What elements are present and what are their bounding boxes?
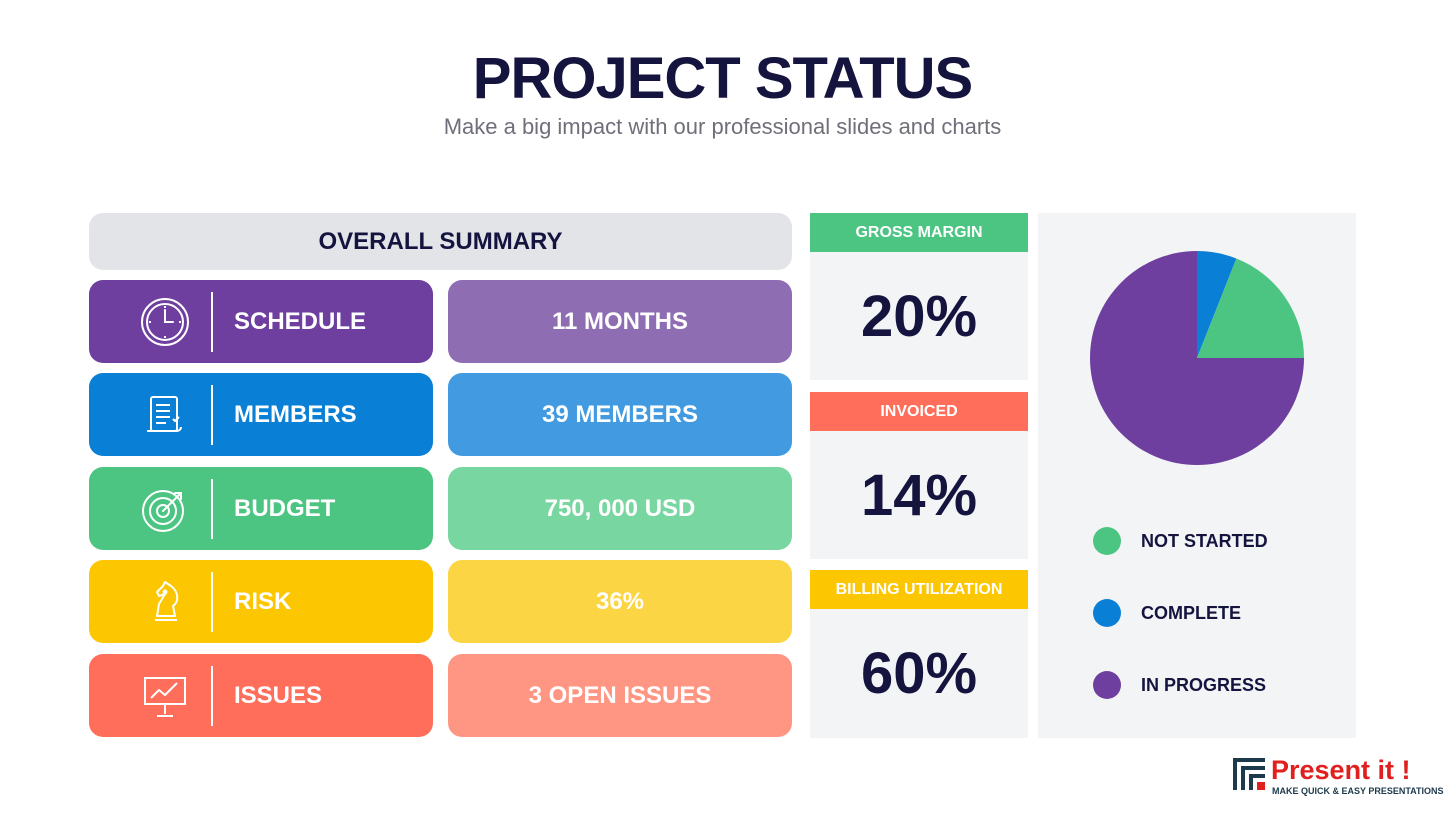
summary-row-value: 3 OPEN ISSUES (448, 654, 792, 737)
summary-row-label: ISSUES (234, 681, 323, 709)
summary-row-schedule: SCHEDULE (89, 280, 433, 363)
page-title: PROJECT STATUS (472, 46, 973, 111)
summary-row-label: MEMBERS (234, 400, 357, 428)
logo-mark-icon (1233, 758, 1265, 790)
presentation-chart-icon (139, 670, 191, 722)
row-divider (211, 572, 213, 632)
summary-row-risk: RISK (89, 560, 433, 643)
legend-item-complete: COMPLETE (1093, 598, 1241, 628)
row-divider (211, 666, 213, 726)
billing-utilization-value: 60% (810, 609, 1028, 738)
gross-margin-header: GROSS MARGIN (810, 213, 1028, 252)
summary-row-value: 11 MONTHS (448, 280, 792, 363)
row-divider (211, 292, 213, 352)
summary-row-issues: ISSUES (89, 654, 433, 737)
legend-dot (1093, 671, 1121, 699)
summary-row-members: MEMBERS (89, 373, 433, 456)
checklist-scroll-icon (139, 389, 191, 441)
summary-row-value: 39 MEMBERS (448, 373, 792, 456)
summary-row-value: 750, 000 USD (448, 467, 792, 550)
clock-icon (139, 296, 191, 348)
pie-slice-complete (1197, 251, 1237, 358)
legend-label: IN PROGRESS (1141, 674, 1267, 695)
summary-row-budget: BUDGET (89, 467, 433, 550)
pie-slice-not-started (1197, 258, 1304, 358)
legend-label: NOT STARTED (1141, 530, 1268, 551)
legend-dot (1093, 527, 1121, 555)
summary-row-label: RISK (234, 587, 292, 615)
logo-name: Present it ! (1271, 755, 1411, 785)
target-icon (139, 483, 191, 535)
summary-row-label: SCHEDULE (234, 307, 367, 335)
gross-margin-value: 20% (810, 252, 1028, 380)
page-subtitle: Make a big impact with our professional … (443, 114, 1002, 139)
invoiced-header: INVOICED (810, 392, 1028, 431)
summary-row-value: 36% (448, 560, 792, 643)
present-it-logo[interactable]: Present it ! MAKE QUICK & EASY PRESENTAT… (1233, 755, 1444, 800)
invoiced-value: 14% (810, 431, 1028, 559)
row-divider (211, 479, 213, 539)
legend-label: COMPLETE (1141, 602, 1242, 623)
pie-slice-in-progress (1090, 251, 1304, 465)
legend-dot (1093, 599, 1121, 627)
legend-item-in-progress: IN PROGRESS (1093, 670, 1266, 700)
chess-knight-icon (139, 576, 191, 628)
logo-tagline: MAKE QUICK & EASY PRESENTATIONS (1272, 786, 1444, 796)
summary-header: OVERALL SUMMARY (89, 213, 792, 270)
billing-utilization-header: BILLING UTILIZATION (810, 570, 1028, 609)
pie-chart-panel (1038, 213, 1356, 738)
legend-item-not-started: NOT STARTED (1093, 526, 1268, 556)
row-divider (211, 385, 213, 445)
summary-row-label: BUDGET (234, 494, 336, 522)
pie-chart (1090, 251, 1304, 465)
